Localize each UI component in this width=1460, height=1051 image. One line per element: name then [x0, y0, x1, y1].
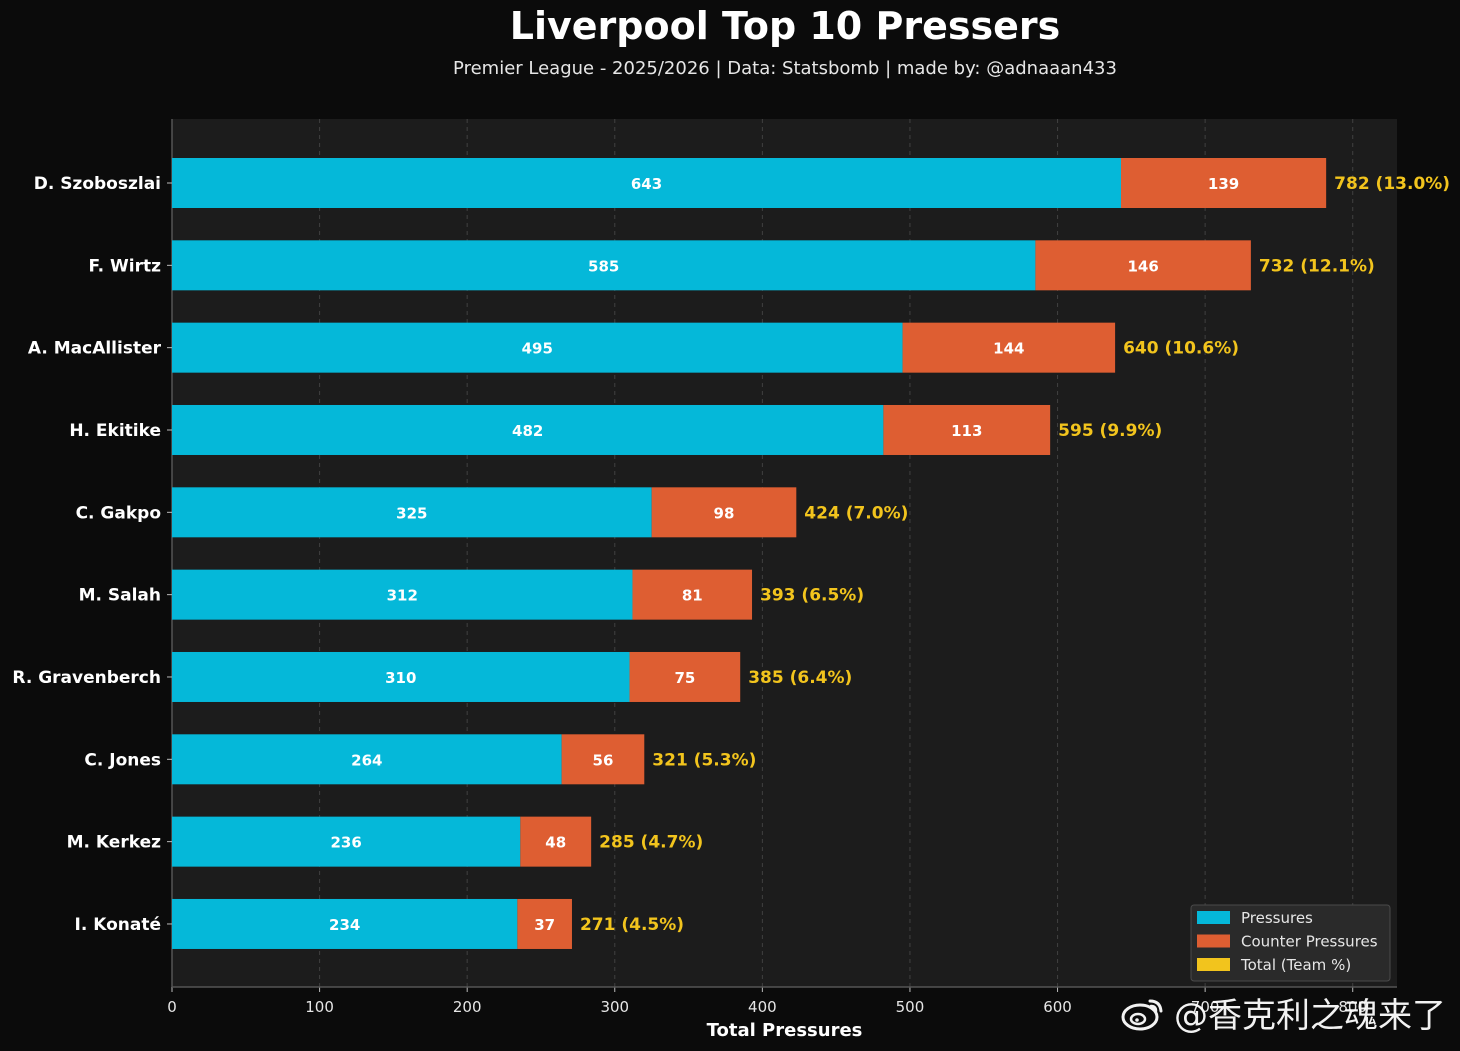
data-label-counter-pressures: 113	[951, 422, 982, 440]
data-label-counter-pressures: 75	[674, 669, 695, 687]
bar-counter-pressures	[651, 487, 797, 538]
bar-pressures	[172, 734, 562, 785]
data-label-counter-pressures: 139	[1208, 175, 1239, 193]
legend-swatch	[1197, 934, 1230, 948]
data-label-pressures: 482	[512, 422, 543, 440]
x-tick-label: 0	[167, 998, 177, 1016]
watermark: @香克利之魂来了	[1120, 988, 1446, 1037]
x-tick-label: 700	[1191, 998, 1220, 1016]
x-axis-title: Total Pressures	[707, 1020, 863, 1041]
x-tick-label: 800	[1338, 998, 1367, 1016]
bar-counter-pressures	[902, 322, 1116, 373]
bar-pressures	[172, 322, 903, 373]
data-label-pressures: 325	[396, 504, 427, 522]
bar-counter-pressures	[883, 404, 1051, 455]
data-label-pressures: 264	[351, 751, 382, 769]
x-tick-label: 100	[305, 998, 334, 1016]
data-label-total: 321 (5.3%)	[652, 750, 756, 770]
y-tick-label: H. Ekitike	[69, 421, 161, 441]
data-label-pressures: 234	[329, 916, 360, 934]
data-label-counter-pressures: 37	[534, 916, 555, 934]
data-label-pressures: 310	[385, 669, 416, 687]
data-label-total: 595 (9.9%)	[1058, 421, 1162, 441]
data-label-total: 640 (10.6%)	[1123, 339, 1239, 359]
y-tick-label: A. MacAllister	[28, 339, 162, 359]
x-tick-label: 600	[1043, 998, 1072, 1016]
bar-pressures	[172, 487, 652, 538]
legend-box	[1190, 904, 1391, 982]
bar-pressures	[172, 569, 633, 620]
bar-pressures	[172, 240, 1036, 291]
y-tick-label: D. Szoboszlai	[34, 174, 161, 194]
x-tick-label: 500	[896, 998, 925, 1016]
bar-counter-pressures	[629, 651, 741, 702]
bar-pressures	[172, 651, 630, 702]
bar-pressures	[172, 158, 1122, 208]
bar-counter-pressures	[632, 569, 753, 620]
weibo-icon	[1121, 999, 1163, 1030]
bar-pressures	[172, 898, 518, 949]
x-tick-label: 200	[453, 998, 482, 1016]
y-tick-label: R. Gravenberch	[12, 668, 161, 688]
data-label-counter-pressures: 81	[682, 587, 703, 605]
y-tick-label: F. Wirtz	[89, 256, 162, 276]
data-label-total: 285 (4.7%)	[599, 833, 703, 853]
chart-title: Liverpool Top 10 Pressers	[509, 4, 1061, 48]
data-label-total: 424 (7.0%)	[804, 503, 908, 523]
legend-swatch	[1197, 958, 1230, 971]
x-tick-label: 400	[748, 998, 777, 1016]
data-label-counter-pressures: 144	[993, 340, 1024, 358]
y-tick-label: M. Salah	[79, 586, 161, 606]
y-tick-label: C. Gakpo	[76, 503, 161, 523]
x-tick-label: 300	[600, 998, 629, 1016]
data-label-total: 732 (12.1%)	[1259, 256, 1375, 276]
watermark-text: @香克利之魂来了	[1174, 996, 1446, 1036]
bar-counter-pressures	[1121, 158, 1327, 208]
bar-counter-pressures	[517, 898, 572, 949]
data-label-total: 393 (6.5%)	[760, 586, 864, 606]
bar-counter-pressures	[561, 734, 645, 785]
bar-pressures	[172, 404, 884, 455]
y-tick-label: I. Konaté	[75, 915, 162, 935]
data-label-pressures: 312	[387, 587, 418, 605]
chart-subtitle: Premier League - 2025/2026 | Data: Stats…	[453, 58, 1117, 79]
data-label-pressures: 643	[631, 175, 662, 193]
data-label-pressures: 495	[522, 340, 553, 358]
data-label-total: 782 (13.0%)	[1334, 174, 1450, 194]
data-label-counter-pressures: 56	[593, 751, 614, 769]
data-label-total: 385 (6.4%)	[748, 668, 852, 688]
data-label-counter-pressures: 48	[545, 834, 566, 852]
y-tick-label: C. Jones	[84, 750, 161, 770]
y-tick-label: M. Kerkez	[67, 833, 161, 853]
data-label-counter-pressures: 98	[714, 504, 735, 522]
legend-swatch	[1197, 911, 1230, 924]
data-label-counter-pressures: 146	[1127, 257, 1158, 275]
data-label-total: 271 (4.5%)	[580, 915, 684, 935]
data-label-pressures: 585	[588, 257, 619, 275]
data-label-pressures: 236	[331, 834, 362, 852]
bar-pressures	[172, 816, 521, 867]
bar-counter-pressures	[520, 816, 592, 867]
legend-label: Total (Team %)	[1240, 956, 1351, 974]
legend-label: Pressures	[1241, 909, 1313, 927]
bar-counter-pressures	[1035, 240, 1251, 291]
legend-label: Counter Pressures	[1241, 933, 1378, 951]
